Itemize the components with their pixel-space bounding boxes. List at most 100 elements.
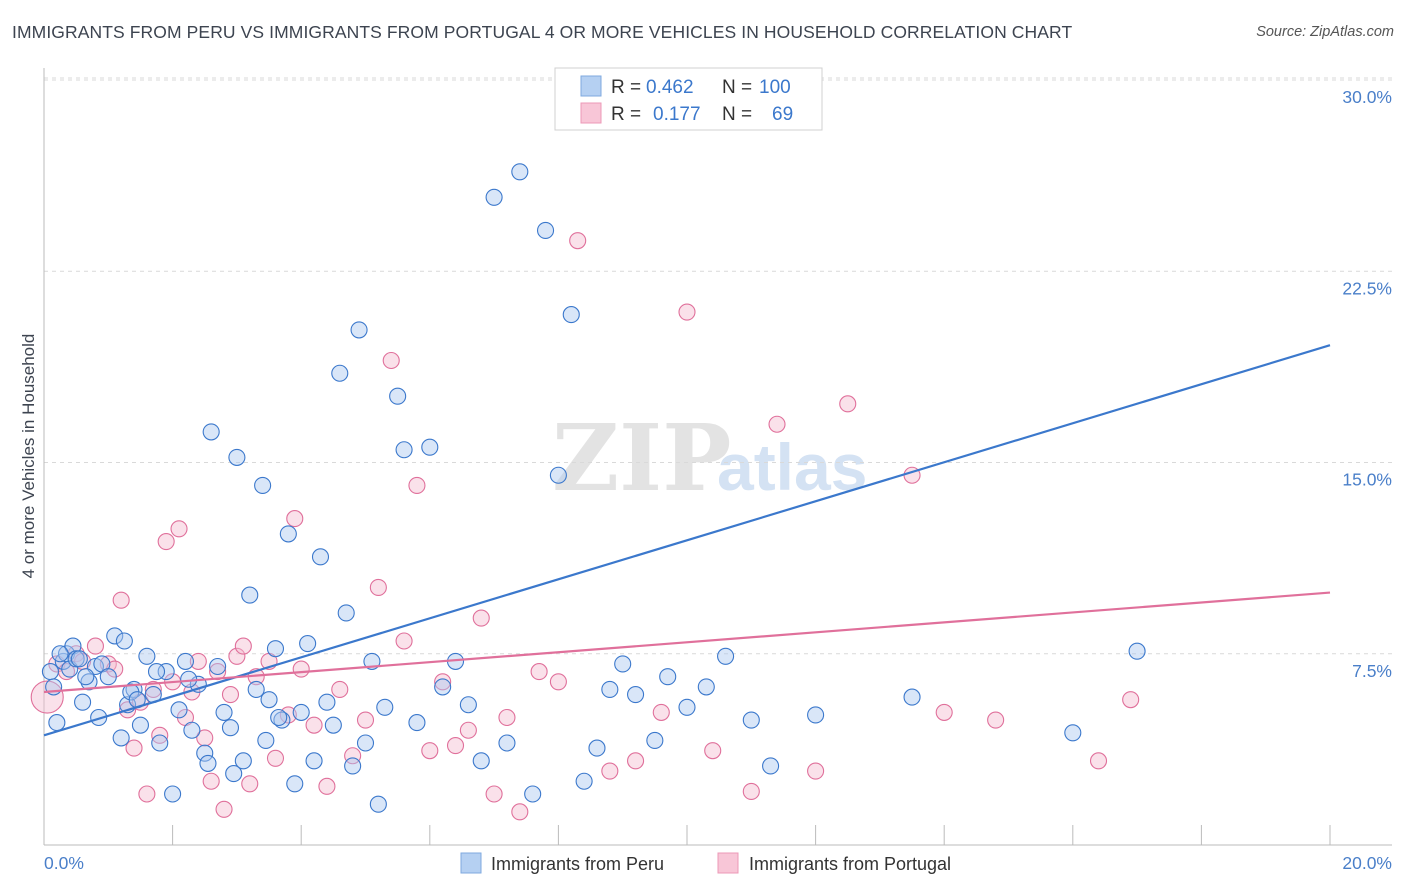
peru-point — [1128, 642, 1146, 660]
peru-point — [183, 721, 201, 739]
peru-point — [318, 693, 336, 711]
portugal-point — [241, 775, 259, 793]
peru-point — [485, 188, 503, 206]
legend-portugal-r-label: R = — [611, 104, 641, 125]
peru-point — [147, 663, 166, 681]
legend-portugal-swatch — [580, 102, 602, 124]
top-legend: R = 0.462 N = 100 R = 0.177 N = 69 — [554, 67, 823, 131]
peru-point — [138, 647, 156, 665]
peru-point — [498, 734, 516, 752]
portugal-point — [112, 591, 130, 609]
peru-point — [311, 548, 330, 566]
portugal-point — [839, 395, 857, 413]
peru-point — [337, 604, 355, 622]
peru-point — [157, 663, 175, 681]
watermark-zip: ZIP — [552, 404, 731, 512]
peru-point — [350, 321, 368, 339]
peru-point — [199, 754, 217, 772]
peru-point — [356, 734, 375, 752]
portugal-point — [170, 520, 188, 538]
peru-point — [588, 739, 606, 757]
peru-point — [41, 663, 59, 681]
portugal-point — [266, 749, 285, 767]
portugal-point — [549, 673, 567, 691]
source-label: Source: ZipAtlas.com — [1256, 24, 1394, 40]
portugal-point — [485, 785, 503, 803]
peru-point — [257, 731, 275, 750]
portugal-point — [369, 578, 387, 597]
portugal-point — [228, 647, 246, 665]
peru-point — [344, 757, 362, 775]
portugal-point — [408, 476, 426, 495]
peru-point — [266, 640, 285, 658]
peru-point — [389, 387, 407, 405]
portugal-point — [742, 782, 760, 801]
portugal-point — [987, 711, 1005, 729]
portugal-point — [125, 739, 143, 757]
portugal-point — [421, 742, 439, 760]
legend-peru-n-label: N = — [722, 77, 752, 98]
peru-point — [131, 716, 149, 734]
peru-point — [254, 476, 272, 495]
portugal-point — [344, 747, 362, 765]
peru-point — [90, 708, 108, 727]
peru-point — [180, 670, 198, 688]
peru-point — [106, 627, 124, 645]
peru-point — [112, 729, 130, 747]
peru-point — [51, 645, 69, 663]
portugal-point — [286, 510, 304, 528]
legend-peru-n-value: 100 — [759, 77, 791, 98]
peru-point — [247, 680, 265, 699]
peru-point — [99, 668, 117, 686]
peru-trend-line — [43, 344, 1331, 737]
peru-point — [202, 423, 220, 441]
peru-point — [575, 772, 593, 790]
portugal-point — [627, 752, 645, 770]
portugal-point — [511, 803, 529, 821]
peru-point — [48, 714, 66, 732]
peru-point — [659, 668, 677, 686]
peru-point — [151, 734, 169, 752]
portugal-point — [1089, 752, 1108, 770]
y-tick-label: 7.5% — [1352, 661, 1392, 681]
portugal-point — [601, 762, 619, 780]
portugal-point — [202, 772, 220, 790]
x-ticks — [43, 825, 1331, 845]
peru-point — [299, 634, 317, 653]
portugal-point — [807, 762, 825, 780]
portugal-point — [318, 777, 336, 795]
legend-peru-swatch — [580, 75, 602, 97]
peru-point — [270, 708, 288, 727]
portugal-point — [292, 660, 310, 678]
peru-point — [260, 691, 278, 709]
bottom-legend-portugal-label: Immigrants from Portugal — [749, 854, 951, 874]
portugal-point — [189, 652, 207, 670]
peru-point — [408, 714, 426, 732]
peru-point — [331, 364, 349, 382]
portugal-point — [459, 721, 477, 739]
peru-point — [472, 752, 490, 770]
portugal-point — [395, 632, 413, 650]
x-tick-label-max: 20.0% — [1342, 853, 1392, 873]
peru-point — [221, 719, 240, 737]
legend-portugal-r-value: 0.177 — [653, 104, 701, 125]
portugal-point — [305, 716, 323, 734]
peru-point — [196, 744, 214, 762]
peru-point — [225, 765, 243, 783]
peru-point — [292, 703, 310, 721]
peru-point — [286, 775, 304, 793]
portugal-point — [30, 680, 64, 714]
y-tick-labels: 7.5% 15.0% 22.5% 30.0% — [1342, 87, 1392, 681]
peru-point — [376, 698, 394, 716]
peru-point — [164, 785, 182, 803]
peru-points — [41, 163, 1146, 813]
peru-point — [646, 731, 664, 750]
peru-point — [762, 757, 780, 775]
peru-point — [369, 795, 387, 813]
portugal-point — [1122, 691, 1140, 709]
peru-point — [549, 466, 567, 484]
peru-point — [678, 698, 696, 716]
peru-point — [74, 693, 92, 711]
peru-point — [807, 706, 825, 724]
